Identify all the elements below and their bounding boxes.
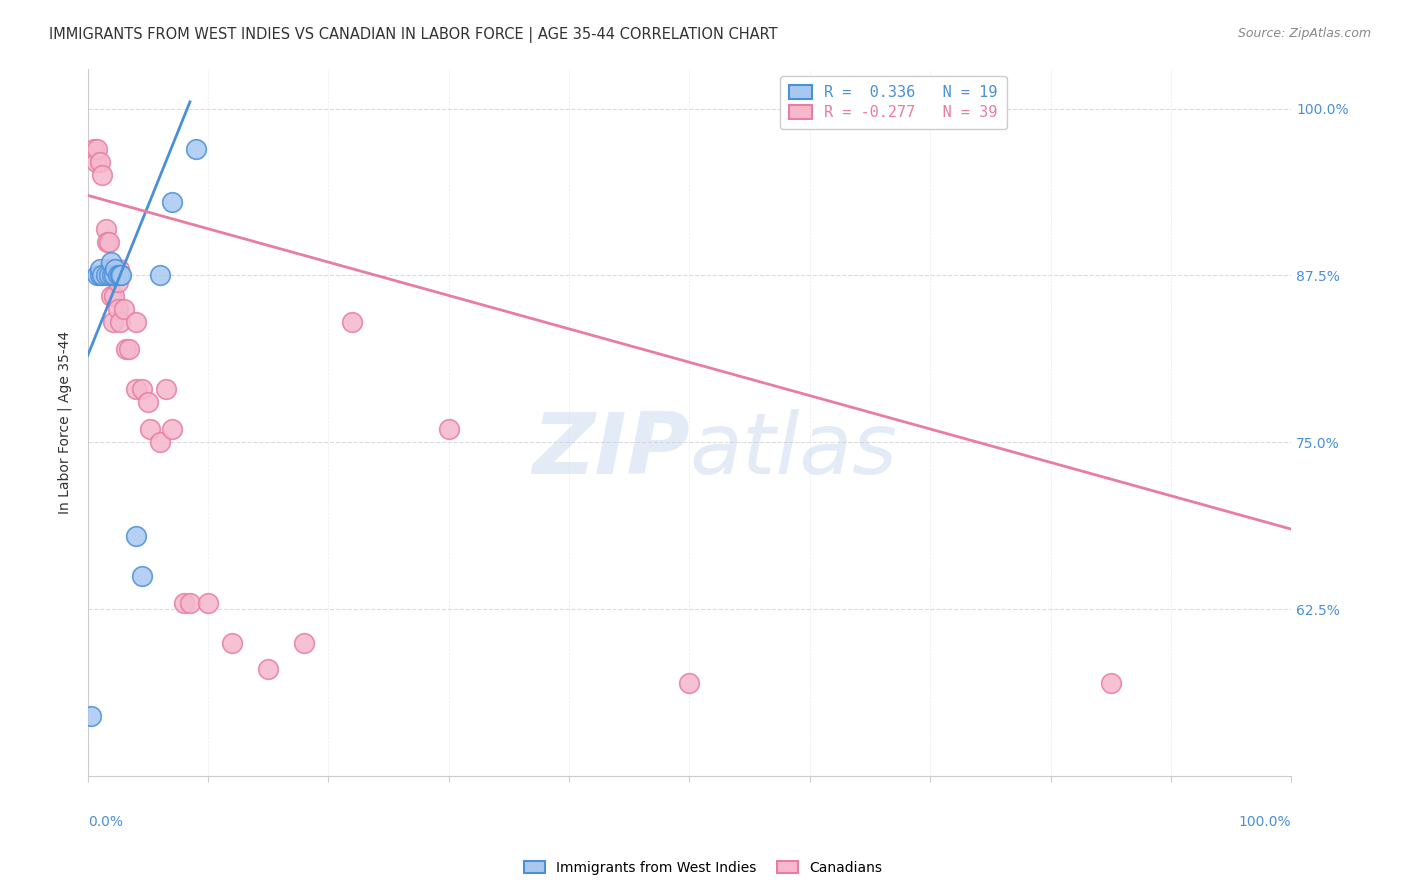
- Point: [104, 261, 127, 276]
- Point: [125, 529, 148, 543]
- Point: [86, 142, 108, 156]
- Point: [107, 301, 129, 316]
- Point: [89, 268, 111, 283]
- Text: 0.0%: 0.0%: [87, 815, 122, 829]
- Point: [84, 155, 107, 169]
- Point: [83, 142, 105, 156]
- Text: IMMIGRANTS FROM WEST INDIES VS CANADIAN IN LABOR FORCE | AGE 35-44 CORRELATION C: IMMIGRANTS FROM WEST INDIES VS CANADIAN …: [49, 27, 778, 43]
- Point: [125, 382, 148, 396]
- Text: atlas: atlas: [689, 409, 897, 492]
- Point: [96, 235, 118, 249]
- Point: [112, 301, 135, 316]
- Point: [103, 268, 125, 283]
- Point: [97, 261, 120, 276]
- Point: [107, 268, 129, 283]
- Point: [103, 288, 125, 302]
- Point: [103, 261, 125, 276]
- Legend: Immigrants from West Indies, Canadians: Immigrants from West Indies, Canadians: [519, 855, 887, 880]
- Text: 100.0%: 100.0%: [1239, 815, 1291, 829]
- Point: [437, 422, 460, 436]
- Point: [342, 315, 364, 329]
- Point: [160, 194, 183, 209]
- Point: [80, 709, 103, 723]
- Point: [98, 268, 121, 283]
- Point: [678, 675, 700, 690]
- Point: [110, 268, 132, 283]
- Point: [131, 569, 153, 583]
- Point: [149, 268, 172, 283]
- Point: [155, 382, 177, 396]
- Point: [100, 261, 122, 276]
- Point: [117, 342, 139, 356]
- Point: [100, 288, 122, 302]
- Point: [100, 268, 122, 283]
- Point: [89, 155, 111, 169]
- Point: [221, 635, 243, 649]
- Point: [115, 342, 138, 356]
- Point: [108, 261, 131, 276]
- Point: [292, 635, 315, 649]
- Text: Source: ZipAtlas.com: Source: ZipAtlas.com: [1237, 27, 1371, 40]
- Point: [136, 395, 159, 409]
- Point: [94, 268, 117, 283]
- Text: ZIP: ZIP: [531, 409, 689, 492]
- Point: [86, 268, 108, 283]
- Point: [131, 382, 153, 396]
- Point: [108, 268, 131, 283]
- Point: [197, 596, 219, 610]
- Point: [184, 142, 207, 156]
- Y-axis label: In Labor Force | Age 35-44: In Labor Force | Age 35-44: [58, 331, 72, 514]
- Point: [257, 662, 280, 676]
- Point: [160, 422, 183, 436]
- Point: [91, 169, 114, 183]
- Point: [91, 268, 114, 283]
- Point: [94, 221, 117, 235]
- Point: [149, 435, 172, 450]
- Point: [139, 422, 162, 436]
- Point: [125, 315, 148, 329]
- Point: [173, 596, 195, 610]
- Point: [89, 261, 111, 276]
- Point: [101, 315, 124, 329]
- Legend: R =  0.336   N = 19, R = -0.277   N = 39: R = 0.336 N = 19, R = -0.277 N = 39: [780, 76, 1007, 129]
- Point: [107, 275, 129, 289]
- Point: [1099, 675, 1122, 690]
- Point: [108, 315, 131, 329]
- Point: [98, 235, 121, 249]
- Point: [100, 255, 122, 269]
- Point: [179, 596, 201, 610]
